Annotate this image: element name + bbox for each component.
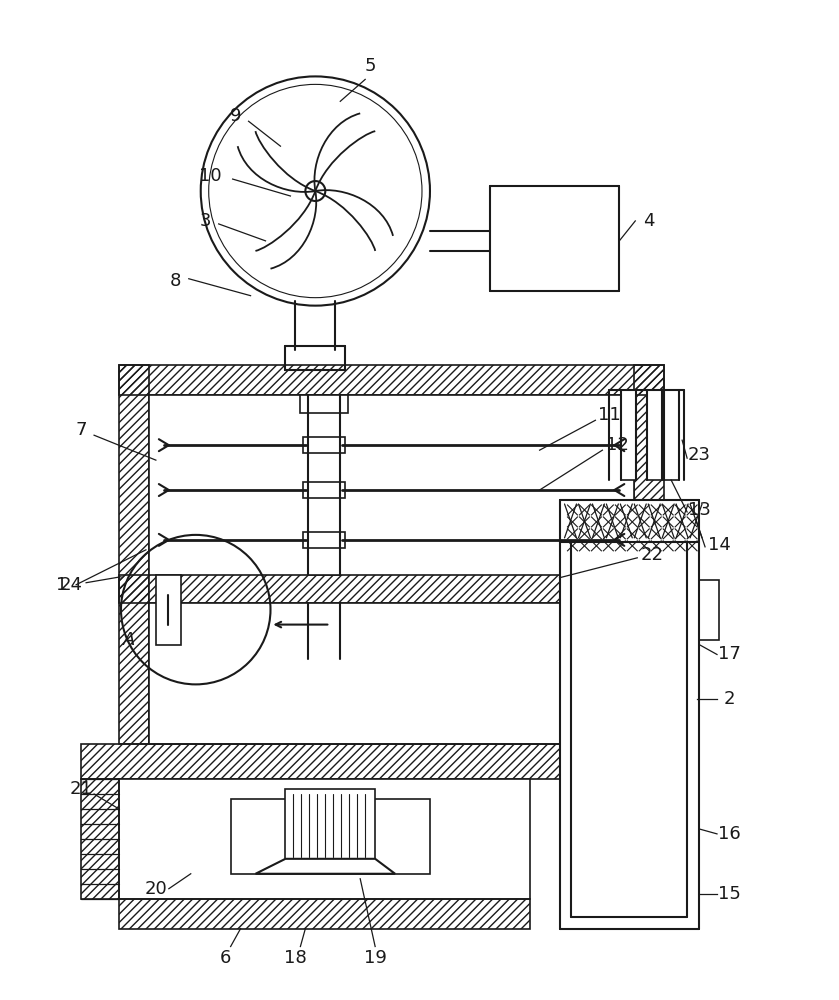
Text: 19: 19 — [364, 949, 387, 967]
Text: 20: 20 — [144, 880, 167, 898]
Bar — [647, 390, 662, 480]
Bar — [149, 395, 634, 744]
Text: 12: 12 — [606, 436, 628, 454]
Text: 23: 23 — [688, 446, 711, 464]
Text: 11: 11 — [598, 406, 621, 424]
Bar — [231, 799, 430, 874]
Bar — [304, 482, 345, 498]
Bar — [149, 603, 634, 744]
Bar — [81, 744, 699, 779]
Bar — [300, 395, 348, 413]
Text: 18: 18 — [284, 949, 307, 967]
Text: 10: 10 — [200, 167, 222, 185]
Text: 21: 21 — [70, 780, 92, 798]
Bar — [560, 500, 699, 929]
Bar — [664, 390, 679, 480]
Bar — [304, 437, 345, 453]
Text: 16: 16 — [717, 825, 740, 843]
Text: 8: 8 — [170, 272, 181, 290]
Text: 24: 24 — [60, 576, 83, 594]
Bar — [285, 346, 345, 370]
Bar — [304, 532, 345, 548]
Bar — [156, 575, 180, 645]
Bar — [119, 365, 149, 744]
Bar — [490, 186, 619, 291]
Text: 22: 22 — [641, 546, 664, 564]
Polygon shape — [256, 859, 395, 874]
Text: 6: 6 — [220, 949, 232, 967]
Text: 9: 9 — [230, 107, 242, 125]
Text: 15: 15 — [717, 885, 740, 903]
Text: 2: 2 — [723, 690, 735, 708]
Bar — [560, 500, 699, 542]
Bar — [622, 390, 636, 480]
Bar — [119, 575, 634, 603]
Bar — [119, 779, 529, 899]
Text: 14: 14 — [707, 536, 731, 554]
Text: 7: 7 — [76, 421, 87, 439]
Bar — [81, 779, 119, 899]
Circle shape — [305, 181, 326, 201]
Bar — [309, 395, 341, 575]
Text: 5: 5 — [364, 57, 376, 75]
Bar — [699, 580, 719, 640]
Text: 3: 3 — [200, 212, 211, 230]
Text: 1: 1 — [55, 576, 67, 594]
Bar — [634, 365, 664, 744]
Bar — [119, 899, 529, 929]
Bar — [285, 789, 375, 859]
Text: 17: 17 — [717, 645, 740, 663]
Text: A: A — [122, 631, 135, 649]
Text: 4: 4 — [644, 212, 655, 230]
Bar — [119, 365, 664, 395]
Text: 13: 13 — [688, 501, 711, 519]
